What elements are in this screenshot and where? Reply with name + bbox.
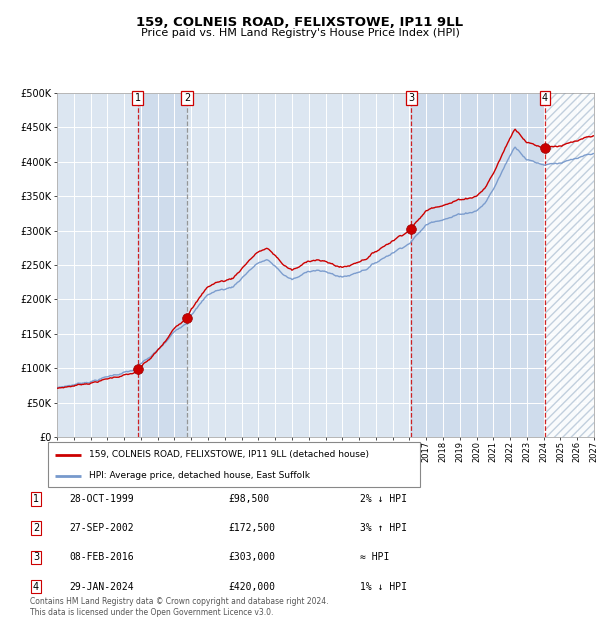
Text: 08-FEB-2016: 08-FEB-2016 xyxy=(69,552,134,562)
FancyBboxPatch shape xyxy=(48,442,420,487)
Text: 1% ↓ HPI: 1% ↓ HPI xyxy=(360,582,407,591)
Text: 3: 3 xyxy=(408,93,414,103)
Text: 28-OCT-1999: 28-OCT-1999 xyxy=(69,494,134,504)
Bar xyxy=(545,93,594,437)
Text: £303,000: £303,000 xyxy=(228,552,275,562)
Text: Contains HM Land Registry data © Crown copyright and database right 2024.
This d: Contains HM Land Registry data © Crown c… xyxy=(30,598,329,617)
Text: 2: 2 xyxy=(33,523,39,533)
Text: 4: 4 xyxy=(33,582,39,591)
Text: 159, COLNEIS ROAD, FELIXSTOWE, IP11 9LL (detached house): 159, COLNEIS ROAD, FELIXSTOWE, IP11 9LL … xyxy=(89,450,369,459)
Text: 2% ↓ HPI: 2% ↓ HPI xyxy=(360,494,407,504)
Text: Price paid vs. HM Land Registry's House Price Index (HPI): Price paid vs. HM Land Registry's House … xyxy=(140,28,460,38)
Text: 29-JAN-2024: 29-JAN-2024 xyxy=(69,582,134,591)
Text: 159, COLNEIS ROAD, FELIXSTOWE, IP11 9LL: 159, COLNEIS ROAD, FELIXSTOWE, IP11 9LL xyxy=(136,16,464,29)
Text: HPI: Average price, detached house, East Suffolk: HPI: Average price, detached house, East… xyxy=(89,471,310,480)
Text: 3: 3 xyxy=(33,552,39,562)
Text: £98,500: £98,500 xyxy=(228,494,269,504)
Text: 4: 4 xyxy=(542,93,548,103)
Bar xyxy=(138,93,187,437)
Text: 1: 1 xyxy=(33,494,39,504)
Text: £172,500: £172,500 xyxy=(228,523,275,533)
Text: 27-SEP-2002: 27-SEP-2002 xyxy=(69,523,134,533)
Text: 1: 1 xyxy=(135,93,141,103)
Text: ≈ HPI: ≈ HPI xyxy=(360,552,389,562)
Text: £420,000: £420,000 xyxy=(228,582,275,591)
Text: 2: 2 xyxy=(184,93,190,103)
Bar xyxy=(411,93,545,437)
Text: 3% ↑ HPI: 3% ↑ HPI xyxy=(360,523,407,533)
